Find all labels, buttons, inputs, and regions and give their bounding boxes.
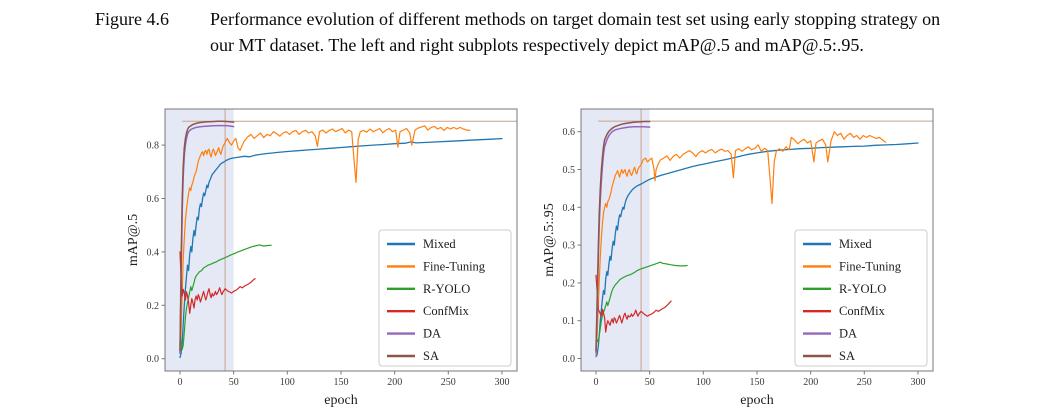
caption-line-3: mAP@.5 and mAP@.5:.95. bbox=[662, 35, 864, 55]
legend-label-Fine-Tuning: Fine-Tuning bbox=[839, 259, 902, 273]
x-tick-label: 150 bbox=[334, 377, 349, 388]
caption-line-1: Performance evolution of different metho… bbox=[210, 9, 790, 29]
x-tick-label: 200 bbox=[803, 377, 818, 388]
series-line-ConfMix bbox=[179, 251, 256, 314]
series-line-SA bbox=[595, 120, 651, 352]
x-tick-label: 100 bbox=[280, 377, 295, 388]
x-tick-label: 200 bbox=[387, 377, 402, 388]
y-axis-label: mAP@.5:.95 bbox=[542, 203, 557, 277]
legend-label-SA: SA bbox=[423, 349, 439, 363]
y-tick-label: 0.8 bbox=[147, 141, 160, 152]
legend-box bbox=[794, 229, 928, 367]
caption-line-2: stopping strategy on our MT dataset. The… bbox=[210, 9, 941, 55]
x-axis-label: epoch bbox=[324, 393, 357, 408]
x-tick-label: 0 bbox=[178, 377, 183, 388]
early-stop-shade bbox=[165, 109, 234, 371]
legend-box bbox=[378, 229, 512, 367]
legend-label-Fine-Tuning: Fine-Tuning bbox=[423, 259, 486, 273]
series-line-Fine-Tuning bbox=[595, 131, 887, 356]
legend-label-SA: SA bbox=[839, 349, 855, 363]
y-tick-label: 0.5 bbox=[563, 165, 576, 176]
x-tick-label: 300 bbox=[495, 377, 510, 388]
series-line-SA bbox=[179, 120, 235, 352]
series-line-ConfMix bbox=[595, 274, 672, 333]
x-tick-label: 50 bbox=[229, 377, 239, 388]
y-tick-label: 0.3 bbox=[563, 241, 576, 252]
legend-label-R-YOLO: R-YOLO bbox=[839, 282, 886, 296]
x-tick-label: 0 bbox=[594, 377, 599, 388]
legend-label-Mixed: Mixed bbox=[839, 237, 872, 251]
legend-label-ConfMix: ConfMix bbox=[839, 304, 886, 318]
x-tick-label: 250 bbox=[857, 377, 872, 388]
series-line-Fine-Tuning bbox=[179, 125, 471, 354]
caption-body: Performance evolution of different metho… bbox=[210, 6, 947, 58]
y-tick-label: 0.0 bbox=[563, 354, 576, 365]
y-tick-label: 0.6 bbox=[563, 127, 576, 138]
y-tick-label: 0.0 bbox=[147, 354, 160, 365]
x-tick-label: 50 bbox=[645, 377, 655, 388]
y-tick-label: 0.1 bbox=[563, 316, 576, 327]
x-tick-label: 150 bbox=[750, 377, 765, 388]
legend-label-Mixed: Mixed bbox=[423, 237, 456, 251]
legend-label-DA: DA bbox=[839, 327, 857, 341]
series-line-R-YOLO bbox=[179, 244, 272, 350]
chart-map50: 0 50 100 150 200 250 300 0.0 0.2 0.4 0.6 0.8 epoch mA… bbox=[126, 108, 518, 408]
legend-label-DA: DA bbox=[423, 327, 441, 341]
y-tick-label: 0.6 bbox=[147, 194, 160, 205]
x-tick-label: 100 bbox=[696, 377, 711, 388]
figure-row: 0 50 100 150 200 250 300 0.0 0.2 0.4 0.6 0.8 epoch mA… bbox=[121, 100, 937, 412]
y-tick-label: 0.4 bbox=[147, 247, 160, 258]
y-axis-label: mAP@.5 bbox=[126, 214, 141, 266]
x-tick-label: 250 bbox=[441, 377, 456, 388]
series-line-Mixed bbox=[595, 142, 919, 358]
y-tick-label: 0.4 bbox=[563, 203, 576, 214]
legend-label-R-YOLO: R-YOLO bbox=[423, 282, 470, 296]
figure-caption: Figure 4.6 Performance evolution of diff… bbox=[95, 6, 947, 58]
figure-label: Figure 4.6 bbox=[95, 9, 169, 29]
x-tick-label: 300 bbox=[911, 377, 926, 388]
y-tick-label: 0.2 bbox=[563, 278, 576, 289]
legend-label-ConfMix: ConfMix bbox=[423, 304, 470, 318]
series-line-Mixed bbox=[179, 137, 503, 359]
x-axis-label: epoch bbox=[740, 393, 773, 408]
y-tick-label: 0.2 bbox=[147, 301, 160, 312]
chart-map5095: 0 50 100 150 200 250 300 0.0 0.1 0.2 0.3 0.4 0.5 0.6 e… bbox=[542, 108, 934, 408]
